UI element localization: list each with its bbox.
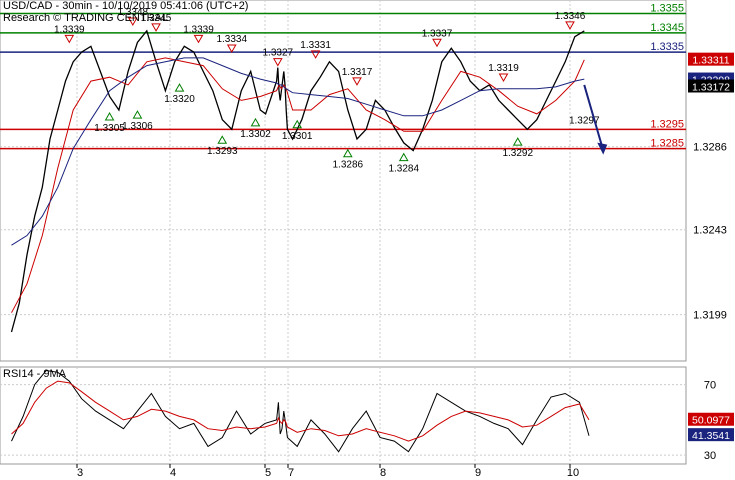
level-label: 1.3355 <box>650 3 684 15</box>
rsi-y-axis: 70 30 50.0977 41.3541 <box>688 380 734 462</box>
swing-low-label: 1.3320 <box>164 94 195 105</box>
swing-low-label: 1.3305 <box>94 123 125 134</box>
swing-low-label: 1.3306 <box>122 121 153 132</box>
swing-low-label: 1.3292 <box>502 148 533 159</box>
price-plot-frame <box>0 0 687 362</box>
resistance-marker <box>272 58 283 67</box>
resistance-marker <box>226 44 237 54</box>
forecast-arrow-shaft <box>583 84 605 151</box>
x-tick-label: 4 <box>170 467 176 479</box>
price-tick-label: 1.3199 <box>693 310 727 322</box>
rsi-current-value-tag <box>688 412 734 426</box>
support-marker <box>250 117 261 127</box>
swing-high-label: 1.3345 <box>141 13 172 24</box>
swing-high-label: 1.3331 <box>300 40 331 51</box>
current-value-label: 1.33172 <box>692 81 730 93</box>
resistance-marker <box>151 23 161 32</box>
rsi-current-value-label: 50.0977 <box>692 415 730 427</box>
x-tick-label: 7 <box>288 467 294 479</box>
swing-low-label: 1.3301 <box>282 131 313 142</box>
support-marker <box>174 83 185 92</box>
forecast-arrow <box>583 84 608 155</box>
swing-high-label: 1.3337 <box>422 28 453 39</box>
chart-source: Research © TRADING CENTRAL <box>3 12 168 24</box>
resistance-marker <box>310 50 321 59</box>
support-marker <box>292 119 303 129</box>
resistance-marker <box>565 21 575 30</box>
resistance-marker <box>432 38 442 48</box>
rsi-series-layer <box>11 369 590 453</box>
swing-low-label: 1.3284 <box>388 164 419 175</box>
price-tick-label: 1.3286 <box>693 142 727 154</box>
rsi-grid <box>0 367 686 464</box>
resistance-marker <box>352 77 362 86</box>
level-label: 1.3345 <box>650 22 684 34</box>
swing-high-label: 1.3339 <box>54 24 85 35</box>
resistance-marker <box>127 17 138 27</box>
resistance-marker <box>64 34 75 44</box>
price-tick-label: 1.3243 <box>693 225 727 237</box>
x-tick-label: 3 <box>77 467 83 479</box>
support-marker <box>132 110 143 119</box>
x-tick-label: 8 <box>380 467 386 479</box>
forecast-arrow-head <box>597 142 608 155</box>
current-value-tag <box>688 52 734 66</box>
target-label: 1.3297 <box>569 115 600 126</box>
support-marker <box>342 148 353 158</box>
rsi-plot-frame <box>0 366 687 465</box>
rsi-tick-label: 30 <box>704 450 716 462</box>
swing-high-label: 1.3346 <box>555 11 586 22</box>
horizontal-levels: 1.3355 1.3345 1.3335 1.3295 1.3285 <box>0 3 686 150</box>
chart-title: USD/CAD - 30min - 10/10/2019 05:41:06 (U… <box>3 0 249 12</box>
rsi-line-rsi <box>11 369 590 453</box>
resistance-marker <box>193 34 204 44</box>
level-label: 1.3285 <box>650 138 684 150</box>
rsi-tick-label: 70 <box>704 380 716 392</box>
rsi-title: RSI14 - 9MA <box>3 368 66 380</box>
current-value-label: 1.33311 <box>692 55 729 67</box>
resistance-marker <box>498 73 509 83</box>
x-tick-label: 10 <box>567 467 579 479</box>
rsi-current-value-tag <box>688 428 734 442</box>
level-label: 1.3335 <box>650 41 684 53</box>
rsi-panel: 70 30 50.0977 41.3541 <box>0 366 734 465</box>
price-series-layer <box>10 29 585 333</box>
swing-high-label: 1.3339 <box>183 24 214 35</box>
swing-annotations: 1.33391.33481.33451.33391.33341.33271.33… <box>54 7 600 175</box>
support-marker <box>398 152 409 162</box>
current-value-tag <box>688 79 734 93</box>
rsi-current-value-label: 41.3541 <box>692 430 730 442</box>
x-tick-label: 5 <box>265 467 271 479</box>
x-tick-label: 9 <box>475 467 481 479</box>
support-marker <box>512 137 523 146</box>
swing-high-label: 1.3327 <box>263 48 294 59</box>
swing-low-label: 1.3293 <box>207 146 238 157</box>
support-marker <box>217 135 228 144</box>
support-marker <box>104 112 115 121</box>
price-grid <box>0 0 686 361</box>
swing-low-label: 1.3286 <box>333 160 364 171</box>
swing-high-label: 1.3348 <box>118 7 149 18</box>
level-label: 1.3295 <box>650 118 684 130</box>
series-line-ma_slow <box>11 57 585 246</box>
swing-low-label: 1.3302 <box>240 129 271 140</box>
swing-high-label: 1.3317 <box>342 67 373 78</box>
series-line-ma_fast <box>11 57 585 313</box>
swing-high-label: 1.3319 <box>488 63 519 74</box>
rsi-line-rsi_ma <box>11 380 590 442</box>
swing-high-label: 1.3334 <box>216 34 247 45</box>
time-x-axis: 3 4 5 7 8 9 10 <box>76 464 579 479</box>
